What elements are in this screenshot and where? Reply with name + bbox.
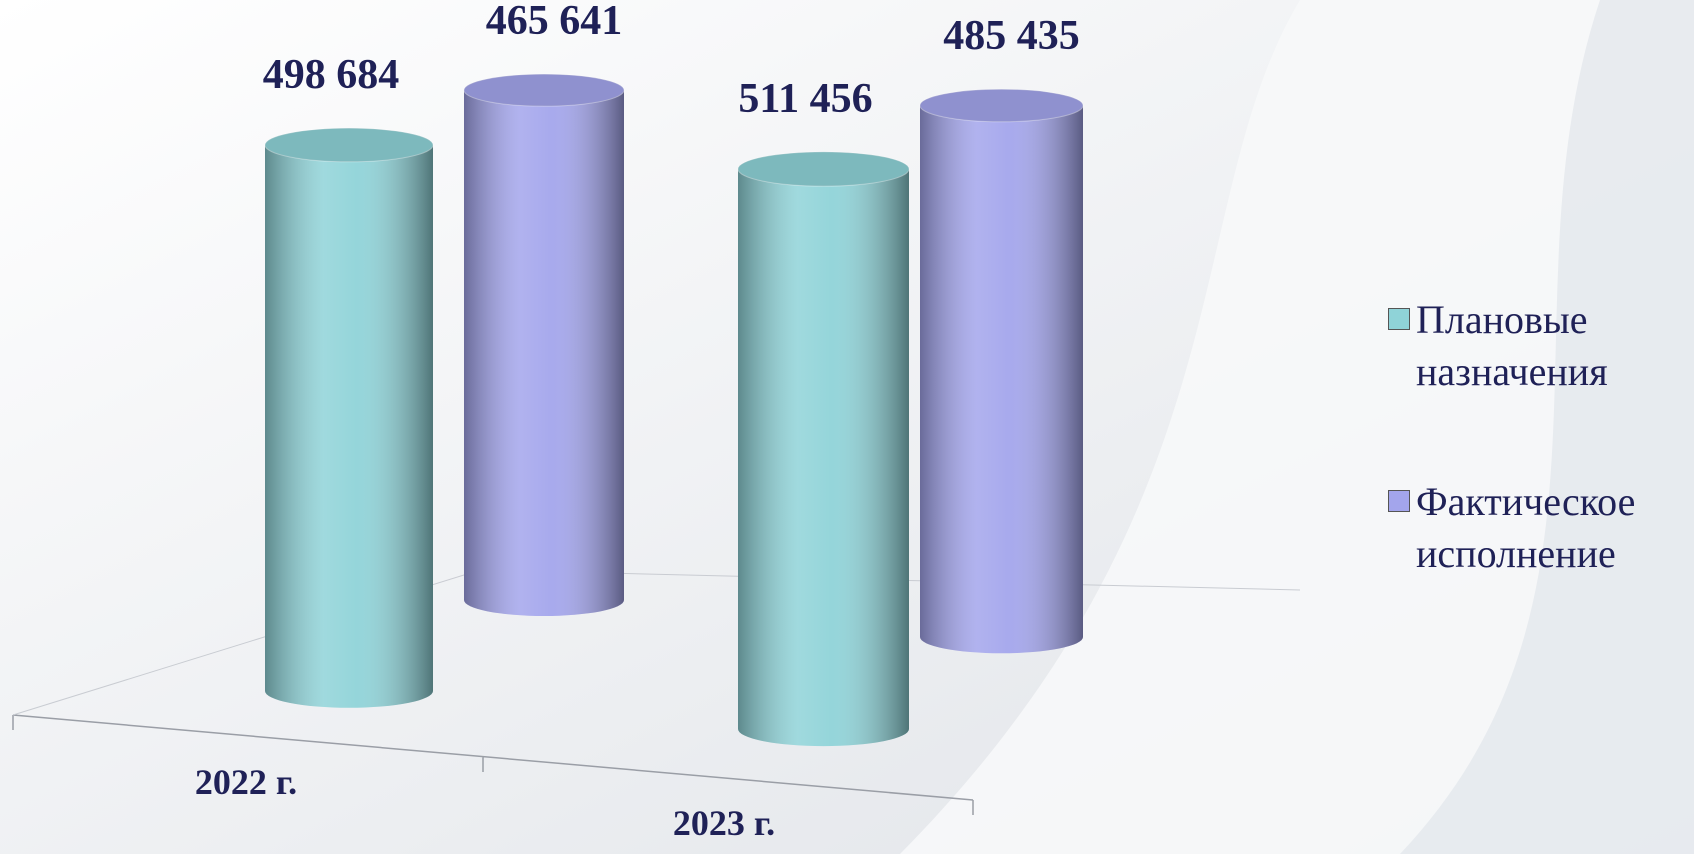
legend-swatch [1388,490,1410,512]
legend-item: Фактическое исполнение [1388,476,1688,580]
data-label: 511 456 [738,76,872,122]
floor-axis [12,714,974,815]
cylinder-top-shade [920,89,1083,122]
cylinder-shade [265,144,433,708]
cylinder-shade [920,105,1083,654]
cylinder-top [737,151,910,187]
cylinder-top-shade [738,151,909,187]
cylinder-top-shade [265,128,433,162]
data-label: 498 684 [263,52,400,98]
cylinder-shade [464,90,624,616]
legend-item: Плановые назначения [1388,294,1688,398]
cylinder-top [463,73,625,107]
x-tick-label: 2022 г. [195,762,297,802]
x-tick-label: 2023 г. [673,803,775,843]
legend-swatch [1388,308,1410,330]
background-swoosh [1400,0,1694,854]
background-swoosh [900,0,1694,854]
cylinder-top [264,127,434,163]
cylinder-top-shade [464,74,624,107]
data-label: 485 435 [943,13,1080,59]
cylinder-shade [738,169,909,747]
legend-label: Плановые назначения [1416,297,1608,394]
cylinder-top [919,88,1084,123]
legend-label: Фактическое исполнение [1416,479,1636,576]
data-label: 465 641 [486,0,623,44]
